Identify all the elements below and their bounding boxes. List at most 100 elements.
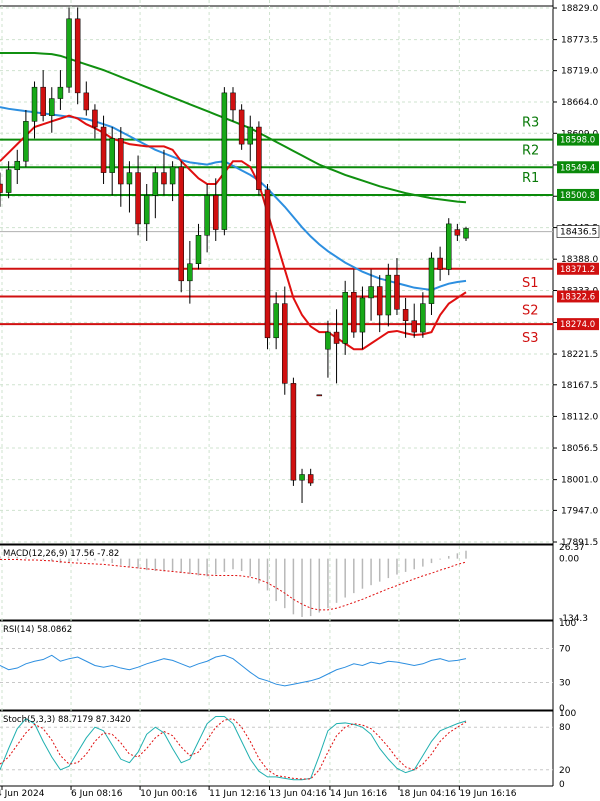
time-tick-label: 13 Jun 04:16 <box>270 789 327 799</box>
bearish-candle <box>402 309 409 321</box>
macd-tick-label: -134.3 <box>559 614 588 624</box>
level-price-tag-text: 18274.0 <box>560 320 595 330</box>
time-tick-label: 10 Jun 00:16 <box>140 789 197 799</box>
level-price-tag-text: 18598.0 <box>560 136 595 146</box>
bearish-candle <box>74 18 81 94</box>
indicator-panes: MACD(12,26,9) 17.56 -7.82 RSI(14) 58.0862… <box>0 549 553 781</box>
price-tick-label: 18112.0 <box>561 412 598 422</box>
macd-label: MACD(12,26,9) 17.56 -7.82 <box>3 549 119 559</box>
price-axis: 18829.018773.518719.018664.018609.018553… <box>553 4 598 790</box>
bearish-candle <box>83 92 90 111</box>
grid-layer <box>0 0 554 787</box>
time-tick-label: 4 Jun 2024 <box>0 789 45 799</box>
bearish-candle <box>238 109 245 145</box>
bullish-candle <box>325 331 331 350</box>
level-price-tag-s3 <box>557 318 599 331</box>
bullish-candle <box>152 172 159 196</box>
price-tick-label: 18167.5 <box>561 381 598 391</box>
bullish-candle <box>49 98 55 116</box>
level-label-r3: R3 <box>522 116 539 131</box>
bullish-candle <box>342 291 348 344</box>
macd-tick-label: 0.00 <box>559 555 579 565</box>
macd-tick-label: 26.37 <box>559 543 585 553</box>
bearish-candle <box>100 126 107 173</box>
price-tick-label: 18388.0 <box>561 255 598 265</box>
level-label-s2: S2 <box>522 303 539 318</box>
support-resistance-levels: R3 R2 R1 S1 S2 S3 <box>0 116 553 346</box>
level-price-tag-r3 <box>557 133 599 146</box>
price-tags: 18598.0 18549.4 18500.8 18371.2 18322.6 18274… <box>556 133 600 331</box>
level-label-s3: S3 <box>522 331 539 346</box>
bearish-candle <box>437 257 443 270</box>
bullish-candle <box>57 86 64 99</box>
bearish-candle <box>0 183 3 193</box>
bullish-candle <box>359 297 366 333</box>
rsi-tick-label: 30 <box>559 679 571 689</box>
bullish-candle <box>463 228 469 239</box>
bearish-candle <box>454 229 461 236</box>
level-price-tag-text: 18371.2 <box>560 265 595 275</box>
bearish-candle <box>212 195 219 230</box>
stoch-tick-label: 20 <box>559 766 571 776</box>
stoch-tick-label: 80 <box>559 723 571 733</box>
time-tick-label: 6 Jun 08:16 <box>71 789 123 799</box>
bullish-candle <box>273 303 279 339</box>
rsi-tick-label: 70 <box>559 645 571 655</box>
level-label-s1: S1 <box>522 276 539 291</box>
bearish-candle <box>264 189 271 339</box>
time-axis: 4 Jun 2024 6 Jun 08:16 10 Jun 00:16 11 Jun … <box>0 786 517 799</box>
macd-signal-line <box>0 559 467 611</box>
level-price-tag-s1 <box>557 262 599 275</box>
bearish-candle <box>307 474 314 484</box>
bearish-candle <box>230 92 236 111</box>
bearish-candle <box>161 172 167 185</box>
time-tick-label: 19 Jun 16:16 <box>459 789 516 799</box>
bearish-candle <box>333 331 340 344</box>
current-price-tag-text: 18436.5 <box>560 228 597 238</box>
stoch-k-line <box>0 716 467 781</box>
bullish-candle <box>169 166 176 185</box>
level-price-tag-s2 <box>557 290 599 303</box>
bearish-candle <box>316 394 323 397</box>
current-price-tag <box>556 225 600 238</box>
price-tick-label: 18056.5 <box>561 444 598 454</box>
rsi-label: RSI(14) 58.0862 <box>3 625 72 635</box>
bullish-candle <box>385 274 392 316</box>
level-price-tag-r2 <box>557 161 599 174</box>
bullish-candle <box>187 263 193 282</box>
bullish-candle <box>31 86 38 122</box>
rsi-tick-label: 0 <box>559 704 565 714</box>
bullish-candle <box>247 126 254 145</box>
stoch-label: Stoch(5,3,3) 88.7179 87.3420 <box>3 715 131 725</box>
moving-average-line <box>0 114 467 351</box>
bearish-candle <box>411 320 417 333</box>
time-tick-label: 18 Jun 04:16 <box>399 789 456 799</box>
bullish-candle <box>195 235 202 265</box>
level-label-r2: R2 <box>522 143 539 158</box>
price-tick-label: 17947.0 <box>561 506 598 516</box>
bullish-candle <box>126 172 133 185</box>
rsi-line <box>0 654 467 687</box>
rsi-tick-label: 100 <box>559 619 576 629</box>
level-price-tag-text: 18500.8 <box>560 191 595 201</box>
moving-average-line <box>0 106 467 291</box>
bearish-candle <box>178 166 184 282</box>
price-tick-label: 18664.0 <box>561 98 598 108</box>
bullish-candle <box>428 257 435 304</box>
stoch-tick-label: 0 <box>559 780 565 790</box>
bullish-candle <box>368 286 374 299</box>
candlesticks <box>0 7 469 503</box>
bearish-candle <box>135 172 141 225</box>
bearish-candle <box>118 138 124 185</box>
bullish-candle <box>143 195 150 225</box>
time-tick-label: 14 Jun 16:16 <box>330 789 387 799</box>
bullish-candle <box>23 121 29 162</box>
bearish-candle <box>282 303 288 384</box>
level-price-tag-r1 <box>557 188 599 201</box>
bullish-candle <box>299 474 305 481</box>
price-tick-label: 17891.5 <box>561 538 598 548</box>
price-tick-label: 18773.5 <box>561 36 598 46</box>
bearish-candle <box>394 274 400 310</box>
level-price-tag-text: 18549.4 <box>560 163 595 173</box>
